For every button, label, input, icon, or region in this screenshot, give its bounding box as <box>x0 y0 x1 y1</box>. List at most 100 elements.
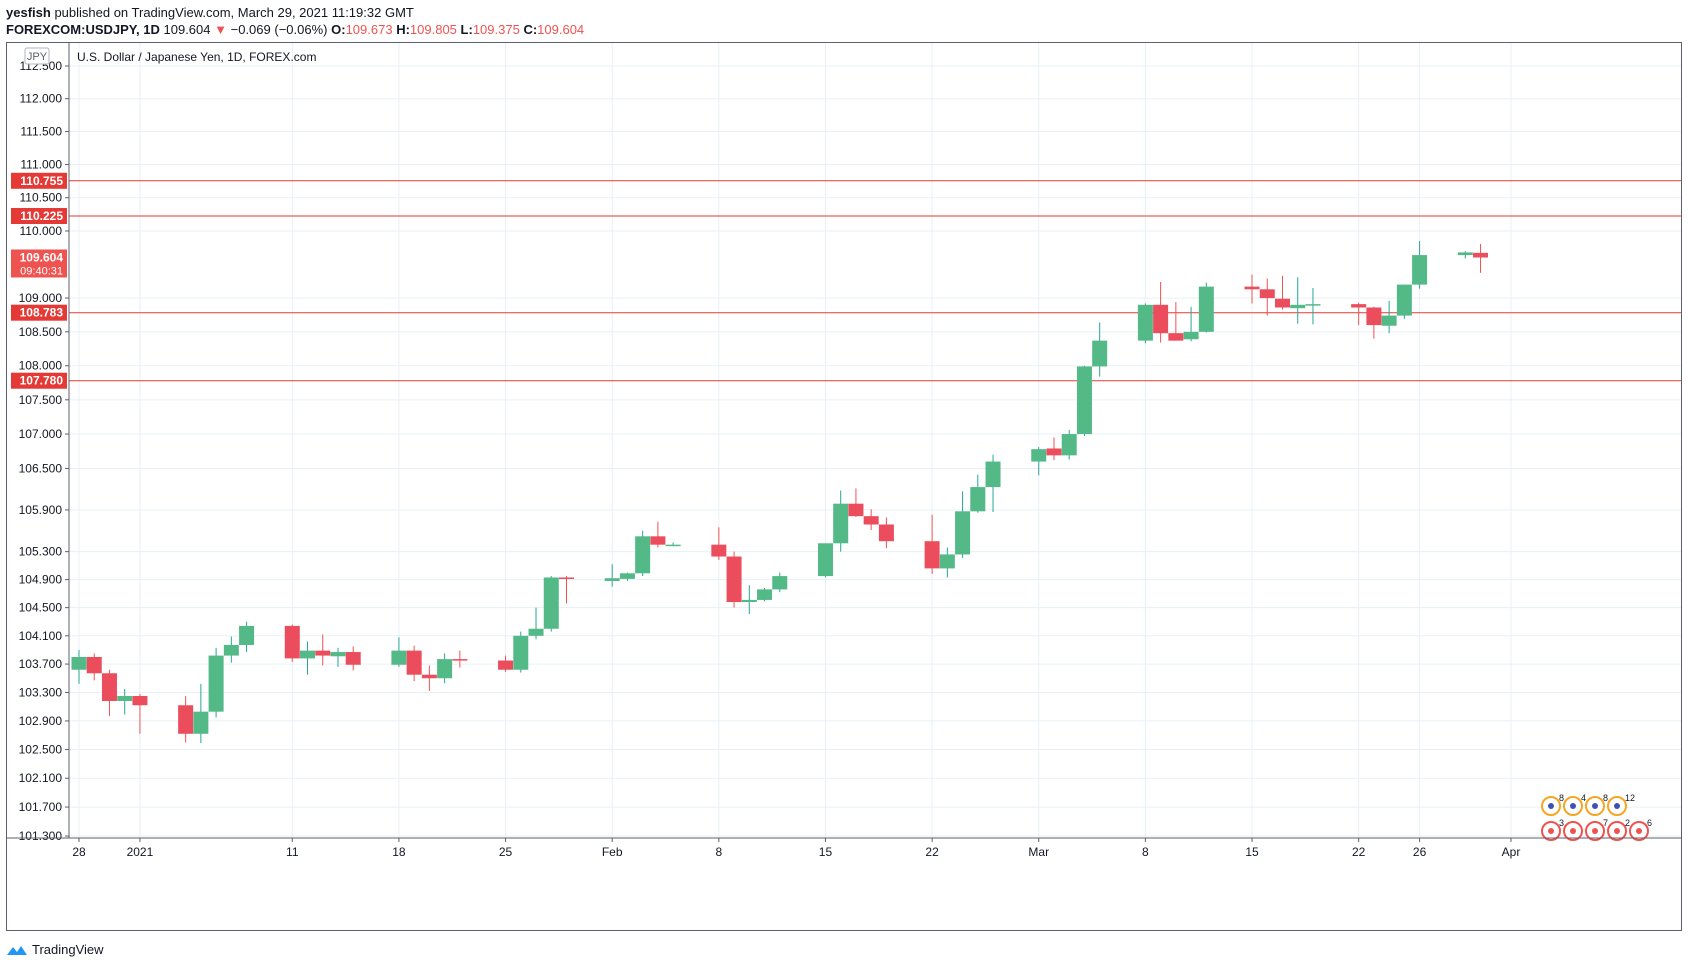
candle <box>513 631 529 673</box>
candle <box>498 655 514 672</box>
y-tick-label: 102.500 <box>19 743 63 757</box>
candle-body <box>757 589 773 600</box>
candle-body <box>528 628 544 636</box>
candle-body <box>193 711 209 734</box>
currency-label: JPY <box>27 51 48 63</box>
y-tick-label: 110.000 <box>20 224 63 238</box>
horizontal-levels <box>69 180 1681 382</box>
candle-body <box>619 573 635 579</box>
candle-body <box>833 503 849 544</box>
last-price-tag <box>11 249 67 278</box>
candle <box>1457 251 1473 259</box>
ohlc-legend: FOREXCOM:USDJPY, 1D 109.604 ▼ −0.069 (−0… <box>6 22 584 37</box>
candle <box>437 653 453 684</box>
event-marker: 8 <box>1585 793 1608 816</box>
candle-body <box>970 487 986 512</box>
candle <box>223 636 239 663</box>
chart-title: U.S. Dollar / Japanese Yen, 1D, FOREX.co… <box>77 50 316 64</box>
candle <box>421 665 437 692</box>
currency-badge: JPY <box>24 47 50 65</box>
x-tick-label: 26 <box>1413 845 1427 859</box>
y-tick-label: 108.500 <box>19 325 63 339</box>
published-text: published on TradingView.com, March 29, … <box>54 5 414 20</box>
candle <box>741 585 757 614</box>
level-price-label: 110.225 <box>20 209 63 223</box>
x-tick-label: 22 <box>925 845 939 859</box>
chart-frame[interactable]: 8 4 8 12 3 7 2 6 101.300 101.700 102.100 102.500 10… <box>6 42 1682 931</box>
candle <box>604 564 620 587</box>
x-tick-label: Mar <box>1028 845 1049 859</box>
candle-body <box>635 536 651 574</box>
candle-body <box>1076 366 1092 435</box>
low-value: 109.375 <box>472 22 520 37</box>
candle <box>833 490 849 552</box>
y-tick-label: 112.000 <box>20 92 63 106</box>
y-tick-label: 102.100 <box>19 771 63 785</box>
candle-body <box>711 544 727 557</box>
event-count: 8 <box>1559 793 1564 803</box>
candle-body <box>117 695 133 701</box>
y-tick-label: 111.500 <box>20 125 62 139</box>
candle-body <box>132 695 148 706</box>
candle <box>1198 282 1214 333</box>
candle-body <box>1153 304 1169 334</box>
candle <box>1183 306 1199 342</box>
candle <box>132 693 148 734</box>
candle-body <box>1396 284 1412 316</box>
candle <box>1396 284 1412 319</box>
footer: TradingView <box>6 942 104 957</box>
candle-body <box>284 625 300 659</box>
open-label: O: <box>331 22 346 37</box>
x-tick-label: Feb <box>602 845 623 859</box>
candle-body <box>848 503 864 517</box>
candle <box>1244 274 1260 304</box>
event-dot <box>1636 828 1642 834</box>
event-count: 12 <box>1625 793 1635 803</box>
candle-body <box>1457 252 1473 256</box>
candle <box>543 576 559 632</box>
candle <box>1092 322 1108 377</box>
author-name[interactable]: yesfish <box>6 5 51 20</box>
candle-body <box>543 577 559 629</box>
candle-body <box>1412 255 1428 285</box>
candle <box>1381 300 1397 334</box>
y-tick-label: 104.900 <box>19 573 63 587</box>
candle <box>1351 302 1367 326</box>
candle <box>939 547 955 578</box>
candlestick-chart[interactable]: 8 4 8 123 7 2 6 101.300101.700102.100102.50010… <box>7 43 1681 930</box>
candle <box>1305 287 1321 325</box>
x-tick-label: 8 <box>715 845 722 859</box>
candle-body <box>452 659 468 661</box>
y-tick-label: 104.100 <box>19 629 63 643</box>
candle-body <box>178 705 194 734</box>
event-dot <box>1614 828 1620 834</box>
candle-body <box>863 516 879 525</box>
x-tick-label: 28 <box>72 845 86 859</box>
candle <box>117 688 133 715</box>
candle <box>924 514 940 574</box>
candle <box>528 607 544 640</box>
footer-brand[interactable]: TradingView <box>32 942 104 957</box>
y-tick-label: 102.900 <box>19 714 63 728</box>
candle-body <box>208 655 224 712</box>
candle-body <box>1244 286 1260 290</box>
x-tick-label: 25 <box>499 845 513 859</box>
level-price-label: 108.783 <box>20 306 64 320</box>
candle <box>635 530 651 577</box>
event-count: 6 <box>1647 818 1652 828</box>
event-count: 8 <box>1603 793 1608 803</box>
candle-body <box>101 673 117 701</box>
x-tick-label: 22 <box>1352 845 1366 859</box>
y-tick-label: 108.000 <box>19 359 63 373</box>
event-marker: 8 <box>1541 793 1564 816</box>
y-tick-label: 111.000 <box>20 158 62 172</box>
candle <box>1061 429 1077 460</box>
candle <box>315 634 331 666</box>
candle-body <box>1061 434 1077 456</box>
event-marker: 6 <box>1629 818 1652 841</box>
candle-body <box>421 674 437 679</box>
y-tick-label: 106.500 <box>19 461 63 475</box>
candle <box>284 624 300 662</box>
event-dot <box>1592 828 1598 834</box>
candle-body <box>239 625 255 645</box>
